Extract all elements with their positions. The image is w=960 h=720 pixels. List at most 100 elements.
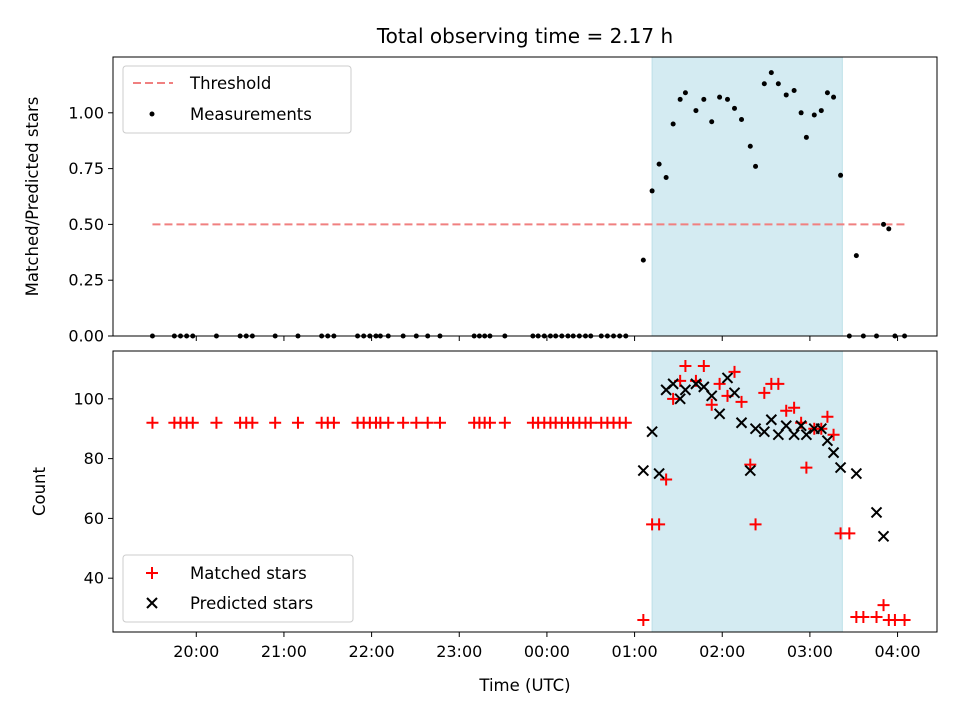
- matched-star-point: [397, 416, 410, 429]
- measurement-point: [886, 226, 892, 232]
- matched-star-point: [857, 611, 870, 624]
- matched-star-point: [483, 416, 496, 429]
- chart-title: Total observing time = 2.17 h: [376, 24, 673, 48]
- y-tick-label: 0.00: [68, 327, 104, 346]
- x-tick-label: 02:00: [699, 642, 745, 661]
- y-tick-label: 0.25: [68, 271, 104, 290]
- matched-star-point: [584, 416, 597, 429]
- measurement-point: [677, 96, 683, 102]
- count-legend-box: [122, 554, 354, 623]
- x-tick-label: 20:00: [173, 642, 219, 661]
- matched-star-point: [421, 416, 434, 429]
- x-tick-label: 04:00: [874, 642, 920, 661]
- matched-star-point: [728, 365, 741, 378]
- count-plot-frame: [112, 350, 938, 633]
- matched-star-point: [637, 614, 650, 627]
- matched-star-point: [843, 527, 856, 540]
- legend-measurements-swatch: [149, 111, 155, 117]
- matched-star-point: [210, 416, 223, 429]
- predicted-star-point: [758, 426, 771, 438]
- predicted-star-point: [667, 378, 679, 390]
- matched-star-point: [758, 386, 771, 399]
- matched-star-point: [246, 416, 259, 429]
- matched-star-point: [327, 416, 340, 429]
- predicted-star-point: [744, 464, 756, 477]
- measurement-point: [682, 90, 688, 96]
- x-tick-label: 23:00: [436, 642, 482, 661]
- predicted-star-point: [653, 467, 665, 480]
- matched-star-point: [291, 416, 304, 429]
- count-y-axis-label: Count: [30, 466, 49, 516]
- y-tick-label: 40: [84, 569, 104, 588]
- matched-star-point: [433, 416, 446, 429]
- predicted-star-point: [749, 423, 762, 435]
- measurement-point: [881, 221, 887, 227]
- matched-star-point: [186, 416, 199, 429]
- matched-star-point: [653, 518, 666, 531]
- y-tick-label: 60: [84, 509, 104, 528]
- predicted-star-point: [679, 384, 692, 396]
- measurement-point: [656, 161, 662, 167]
- y-tick-label: 0.75: [68, 159, 104, 178]
- matched-star-point: [679, 359, 692, 372]
- measurement-point: [791, 87, 797, 93]
- ratio-y-axis-label: Matched/Predicted stars: [23, 97, 42, 297]
- matched-star-point: [713, 377, 726, 390]
- predicted-star-point: [815, 423, 827, 435]
- measurement-point: [724, 96, 730, 102]
- x-tick-label: 00:00: [524, 642, 570, 661]
- measurement-point: [701, 96, 707, 102]
- matched-star-point: [660, 473, 673, 486]
- ratio-panel: 0.00 0.25 0.50 0.75 1.00 Matched/Predicted s…: [23, 56, 938, 346]
- matched-star-point: [772, 377, 785, 390]
- x-tick-label: 21:00: [261, 642, 307, 661]
- measurement-point: [803, 134, 809, 140]
- measurement-point: [838, 172, 844, 178]
- y-tick-label: 1.00: [68, 103, 104, 122]
- predicted-star-point: [637, 464, 650, 477]
- predicted-star-point: [834, 461, 847, 474]
- legend-matched-label: Matched stars: [190, 564, 307, 583]
- predicted-star-point: [788, 428, 800, 441]
- predicted-star-point: [850, 467, 863, 480]
- matched-star-point: [877, 599, 890, 612]
- predicted-star-point: [772, 428, 785, 441]
- ratio-plot-frame: [112, 56, 938, 337]
- measurement-point: [670, 121, 676, 127]
- matched-star-point: [667, 392, 680, 405]
- predicted-star-point: [795, 420, 807, 432]
- predicted-star-point: [706, 390, 718, 402]
- measurement-point: [747, 143, 753, 149]
- matched-star-point: [821, 410, 834, 423]
- measurement-point: [798, 110, 804, 116]
- measurement-point: [640, 257, 646, 263]
- count-panel: 40 60 80 100 20:00 21:00 22:00 23:00 00:00 01:00…: [30, 350, 938, 695]
- legend-predicted-label: Predicted stars: [190, 594, 313, 613]
- measurement-point: [818, 108, 824, 114]
- ratio-legend-box: [122, 65, 352, 134]
- measurement-point: [831, 94, 837, 100]
- predicted-star-point: [765, 414, 778, 426]
- predicted-star-point: [877, 530, 890, 543]
- matched-star-point: [735, 395, 748, 408]
- y-tick-label: 0.50: [68, 215, 104, 234]
- legend-matched-swatch: [146, 567, 158, 579]
- measurement-point: [709, 119, 715, 125]
- measurement-point: [753, 163, 759, 169]
- predicted-star-point: [780, 420, 792, 432]
- measurement-point: [783, 92, 789, 98]
- measurement-point: [761, 81, 767, 87]
- predicted-star-point: [674, 393, 686, 405]
- predicted-star-point: [646, 426, 658, 438]
- predicted-star-point: [728, 387, 741, 399]
- measurement-point: [739, 116, 745, 122]
- predicted-star-point: [800, 428, 813, 441]
- ratio-highlight-span: [651, 56, 843, 337]
- x-tick-label: 03:00: [787, 642, 833, 661]
- measurement-point: [649, 188, 655, 194]
- matched-star-point: [410, 416, 423, 429]
- x-tick-label: 22:00: [349, 642, 395, 661]
- count-x-axis-label: Time (UTC): [478, 676, 570, 695]
- y-tick-label: 80: [84, 449, 104, 468]
